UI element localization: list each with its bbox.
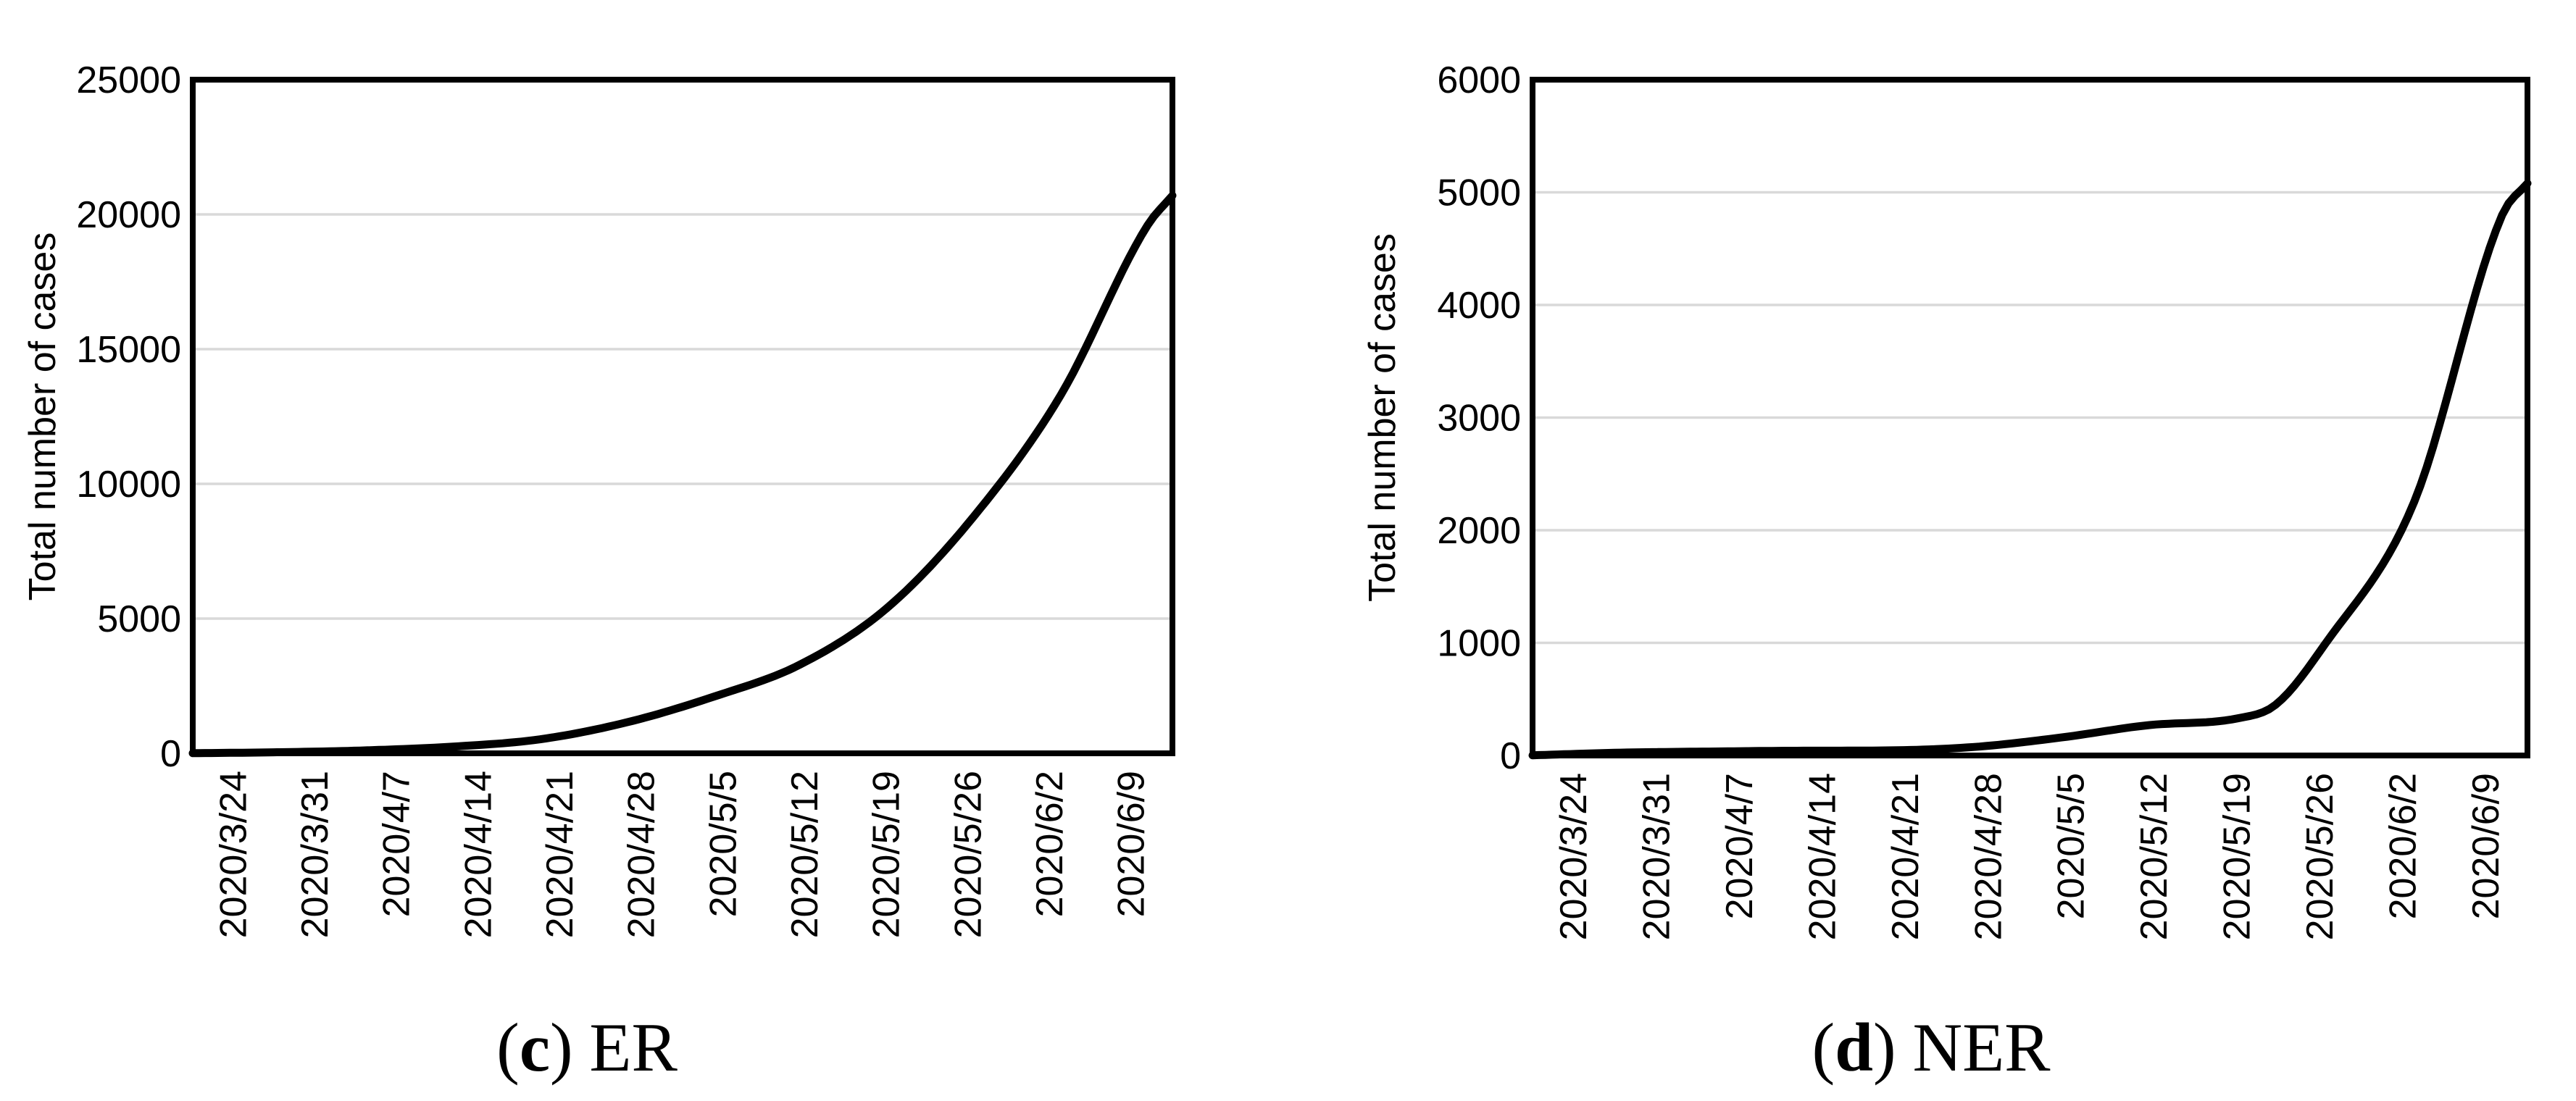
y-tick-label-er-0: 0 bbox=[160, 733, 181, 775]
x-tick-label-ner-3: 2020/4/14 bbox=[1801, 773, 1843, 940]
y-tick-label-ner-2000: 2000 bbox=[1437, 510, 1521, 552]
x-tick-label-er-5: 2020/4/28 bbox=[621, 771, 663, 938]
x-tick-label-ner-7: 2020/5/12 bbox=[2133, 773, 2175, 940]
y-tick-label-ner-4000: 4000 bbox=[1437, 285, 1521, 327]
y-tick-label-ner-0: 0 bbox=[1500, 735, 1521, 777]
x-tick-label-ner-10: 2020/6/2 bbox=[2382, 773, 2424, 919]
y-tick-label-er-5000: 5000 bbox=[97, 598, 181, 640]
y-tick-label-er-20000: 20000 bbox=[76, 194, 181, 236]
caption-er-paren-open: ( bbox=[496, 1009, 520, 1086]
series-line-er bbox=[188, 191, 1177, 758]
caption-er: (c) ER bbox=[496, 1008, 678, 1087]
caption-er-letter: c bbox=[519, 1009, 550, 1086]
plot-border-ner bbox=[1530, 77, 2530, 758]
caption-ner-label: NER bbox=[1912, 1009, 2051, 1086]
x-tick-label-er-9: 2020/5/26 bbox=[947, 771, 989, 938]
caption-er-paren-close: ) bbox=[549, 1009, 573, 1086]
x-tick-label-ner-4: 2020/4/21 bbox=[1885, 773, 1927, 940]
series-line-ner bbox=[1528, 179, 2532, 760]
caption-er-label: ER bbox=[589, 1009, 678, 1086]
y-tick-label-ner-5000: 5000 bbox=[1437, 172, 1521, 214]
caption-ner-letter: d bbox=[1835, 1009, 1874, 1086]
x-tick-label-ner-11: 2020/6/9 bbox=[2465, 773, 2507, 919]
y-tick-label-ner-1000: 1000 bbox=[1437, 623, 1521, 665]
y-tick-label-er-25000: 25000 bbox=[76, 59, 181, 101]
plot-border-er bbox=[190, 77, 1175, 756]
x-tick-label-ner-0: 2020/3/24 bbox=[1553, 773, 1595, 940]
y-axis-title-er: Total number of cases bbox=[22, 233, 64, 601]
chart-er: 0 5000 10000 15000 20000 25000 Total number of… bbox=[22, 59, 1177, 938]
x-tick-label-ner-8: 2020/5/19 bbox=[2217, 773, 2259, 940]
x-tick-label-ner-9: 2020/5/26 bbox=[2299, 773, 2341, 940]
y-tick-label-ner-6000: 6000 bbox=[1437, 59, 1521, 101]
caption-ner-paren-open: ( bbox=[1812, 1009, 1835, 1086]
x-tick-label-ner-2: 2020/4/7 bbox=[1719, 773, 1761, 919]
y-axis-title-ner: Total number of cases bbox=[1362, 233, 1404, 602]
y-tick-label-er-10000: 10000 bbox=[76, 464, 181, 506]
x-tick-label-er-7: 2020/5/12 bbox=[784, 771, 826, 938]
x-tick-label-er-4: 2020/4/21 bbox=[539, 771, 581, 938]
x-tick-label-er-0: 2020/3/24 bbox=[212, 771, 254, 938]
caption-ner: (d) NER bbox=[1812, 1008, 2051, 1087]
y-tick-label-ner-3000: 3000 bbox=[1437, 398, 1521, 440]
x-tick-label-er-8: 2020/5/19 bbox=[866, 771, 908, 938]
x-tick-label-ner-5: 2020/4/28 bbox=[1967, 773, 2009, 940]
y-tick-label-er-15000: 15000 bbox=[76, 329, 181, 371]
x-tick-label-ner-6: 2020/5/5 bbox=[2051, 773, 2093, 919]
x-tick-label-er-1: 2020/3/31 bbox=[294, 771, 336, 938]
x-tick-label-er-3: 2020/4/14 bbox=[457, 771, 499, 938]
x-tick-label-er-11: 2020/6/9 bbox=[1111, 771, 1153, 917]
chart-ner: 0 1000 2000 3000 4000 5000 6000 Total number of… bbox=[1362, 59, 2532, 940]
x-tick-label-er-6: 2020/5/5 bbox=[702, 771, 744, 917]
x-tick-label-er-10: 2020/6/2 bbox=[1029, 771, 1071, 917]
x-tick-label-er-2: 2020/4/7 bbox=[376, 771, 418, 917]
x-tick-label-ner-1: 2020/3/31 bbox=[1636, 773, 1678, 940]
caption-ner-paren-close: ) bbox=[1873, 1009, 1896, 1086]
